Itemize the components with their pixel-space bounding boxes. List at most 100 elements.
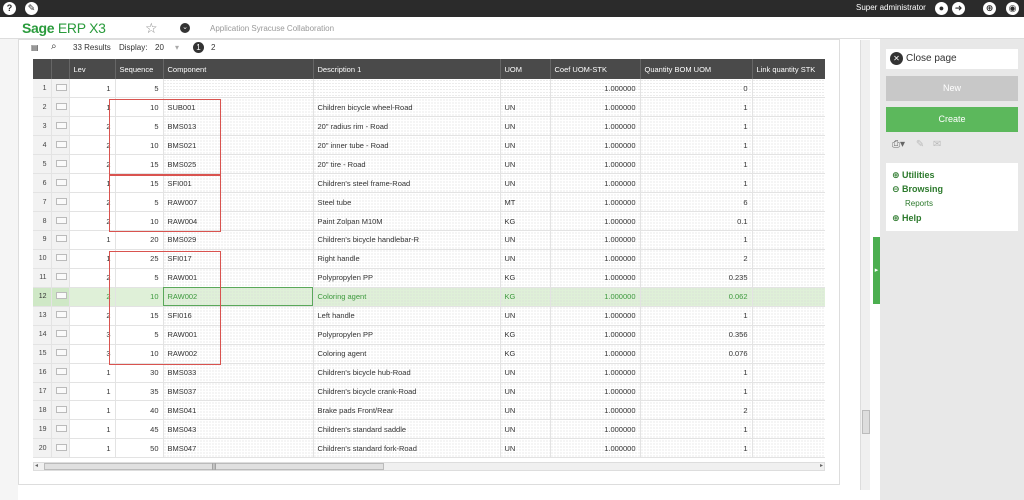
cell-link-qty[interactable]	[752, 419, 825, 440]
cell-lev[interactable]: 3	[69, 325, 116, 345]
cell-link-qty[interactable]	[752, 400, 825, 421]
cell-sequence[interactable]: 5	[115, 268, 164, 288]
row-menu-icon[interactable]	[51, 79, 70, 99]
cell-coef[interactable]: 1.000000	[550, 154, 641, 175]
table-row[interactable]: 15 3 10 RAW002 Coloring agent KG 1.000000 0.076	[33, 344, 825, 364]
cell-lev[interactable]: 2	[69, 268, 116, 288]
row-menu-icon[interactable]	[51, 135, 70, 156]
cell-coef[interactable]: 1.000000	[550, 306, 641, 326]
cell-component[interactable]: BMS033	[163, 363, 314, 383]
print-icon[interactable]: ⎙▾	[892, 139, 906, 150]
scroll-right-icon[interactable]: ▸	[819, 463, 823, 469]
cell-description[interactable]: Right handle	[313, 249, 501, 269]
chevron-down-icon[interactable]: ⌄	[180, 23, 190, 33]
cell-description[interactable]: Steel tube	[313, 192, 501, 213]
cell-uom[interactable]: UN	[500, 154, 551, 175]
cell-sequence[interactable]: 5	[115, 79, 164, 99]
cell-description[interactable]: 20" inner tube - Road	[313, 135, 501, 156]
cell-lev[interactable]: 2	[69, 211, 116, 231]
cell-coef[interactable]: 1.000000	[550, 325, 641, 345]
cell-sequence[interactable]: 10	[115, 211, 164, 231]
cell-description[interactable]: Children's standard saddle	[313, 419, 501, 440]
cell-qty-bom[interactable]: 1	[640, 116, 753, 137]
cell-coef[interactable]: 1.000000	[550, 400, 641, 421]
cell-qty-bom[interactable]: 1	[640, 306, 753, 326]
cell-sequence[interactable]: 10	[115, 344, 164, 364]
cell-uom[interactable]: KG	[500, 211, 551, 231]
cell-lev[interactable]: 1	[69, 438, 116, 459]
cell-uom[interactable]: UN	[500, 382, 551, 402]
cell-sequence[interactable]: 15	[115, 306, 164, 326]
cell-uom[interactable]: UN	[500, 306, 551, 326]
cell-component[interactable]: RAW001	[163, 325, 314, 345]
col-description[interactable]: Description 1	[313, 59, 501, 79]
cell-uom[interactable]: UN	[500, 363, 551, 383]
table-row[interactable]: 16 1 30 BMS033 Children's bicycle hub-Road UN…	[33, 363, 825, 383]
cell-link-qty[interactable]	[752, 211, 825, 231]
cell-coef[interactable]: 1.000000	[550, 363, 641, 383]
cell-qty-bom[interactable]: 1	[640, 154, 753, 175]
table-row[interactable]: 7 2 5 RAW007 Steel tube MT 1.000000 6	[33, 192, 825, 213]
cell-description[interactable]: Children's standard fork-Road	[313, 438, 501, 459]
table-row[interactable]: 11 2 5 RAW001 Polypropylen PP KG 1.000000 0.235	[33, 268, 825, 288]
horizontal-scroll-thumb[interactable]: |||	[44, 463, 384, 470]
cell-component[interactable]: RAW004	[163, 211, 314, 231]
cell-component[interactable]	[163, 79, 314, 99]
cell-component[interactable]: RAW002	[163, 287, 314, 307]
cell-uom[interactable]: KG	[500, 325, 551, 345]
row-menu-icon[interactable]	[51, 249, 70, 269]
cell-link-qty[interactable]	[752, 268, 825, 288]
table-row[interactable]: 14 3 5 RAW001 Polypropylen PP KG 1.000000 0.356	[33, 325, 825, 345]
menu-help[interactable]: ⊕ Help	[892, 213, 922, 223]
cell-link-qty[interactable]	[752, 287, 825, 307]
row-menu-icon[interactable]	[51, 382, 70, 402]
logout-icon[interactable]: ➜	[952, 2, 965, 15]
cell-sequence[interactable]: 5	[115, 192, 164, 213]
cell-link-qty[interactable]	[752, 135, 825, 156]
row-menu-icon[interactable]	[51, 287, 70, 307]
row-menu-icon[interactable]	[51, 192, 70, 213]
cell-description[interactable]	[313, 79, 501, 99]
cell-component[interactable]: RAW002	[163, 344, 314, 364]
cell-link-qty[interactable]	[752, 363, 825, 383]
new-button[interactable]: New	[886, 76, 1018, 101]
cell-uom[interactable]: UN	[500, 249, 551, 269]
cell-link-qty[interactable]	[752, 325, 825, 345]
cell-uom[interactable]: KG	[500, 287, 551, 307]
cell-coef[interactable]: 1.000000	[550, 419, 641, 440]
cell-sequence[interactable]: 5	[115, 325, 164, 345]
cell-qty-bom[interactable]: 1	[640, 363, 753, 383]
cell-coef[interactable]: 1.000000	[550, 287, 641, 307]
comment-icon[interactable]: ✉	[932, 139, 942, 150]
cell-coef[interactable]: 1.000000	[550, 230, 641, 250]
table-row[interactable]: 9 1 20 BMS029 Children's bicycle handlebar-R…	[33, 230, 825, 250]
cell-lev[interactable]: 1	[69, 419, 116, 440]
col-qty-bom[interactable]: Quantity BOM UOM	[640, 59, 753, 79]
cell-uom[interactable]: UN	[500, 400, 551, 421]
menu-utilities[interactable]: ⊕ Utilities	[892, 170, 935, 180]
cell-qty-bom[interactable]: 0.062	[640, 287, 753, 307]
row-menu-icon[interactable]	[51, 325, 70, 345]
target-icon[interactable]: ⊕	[983, 2, 996, 15]
display-chevron-icon[interactable]: ▾	[175, 43, 180, 52]
row-menu-icon[interactable]	[51, 230, 70, 250]
cell-lev[interactable]: 1	[69, 400, 116, 421]
cell-coef[interactable]: 1.000000	[550, 192, 641, 213]
cell-uom[interactable]: UN	[500, 97, 551, 118]
page-next[interactable]: 2	[211, 43, 216, 52]
cell-sequence[interactable]: 20	[115, 230, 164, 250]
cell-link-qty[interactable]	[752, 154, 825, 175]
cell-qty-bom[interactable]: 1	[640, 419, 753, 440]
help-icon[interactable]: ?	[3, 2, 16, 15]
cell-uom[interactable]: KG	[500, 344, 551, 364]
search-icon[interactable]: ⌕	[51, 41, 57, 52]
cell-component[interactable]: RAW007	[163, 192, 314, 213]
cell-lev[interactable]: 1	[69, 363, 116, 383]
table-row[interactable]: 5 2 15 BMS025 20" tire - Road UN 1.000000 1	[33, 154, 825, 175]
horizontal-scrollbar[interactable]: ◂ ||| ▸	[33, 462, 825, 471]
row-menu-icon[interactable]	[51, 419, 70, 440]
cell-uom[interactable]: UN	[500, 116, 551, 137]
cell-lev[interactable]: 2	[69, 306, 116, 326]
menu-browsing[interactable]: ⊖ Browsing	[892, 184, 944, 194]
scroll-left-icon[interactable]: ◂	[35, 463, 39, 469]
